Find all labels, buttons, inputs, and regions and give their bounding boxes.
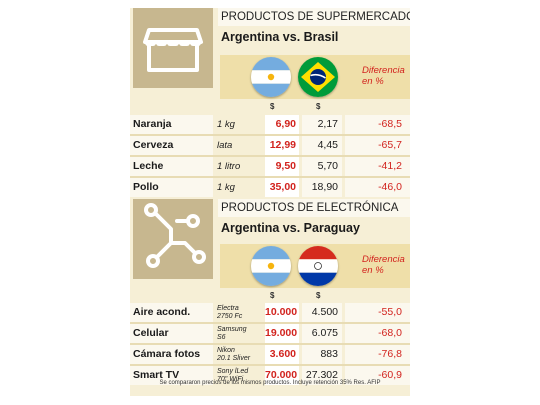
argentina-flag-icon <box>251 57 291 97</box>
price-argentina: 9,50 <box>265 157 299 176</box>
difference-value: -41,2 <box>345 157 410 176</box>
row-divider <box>130 364 410 366</box>
product-name: Naranja <box>130 115 213 134</box>
difference-header: Diferencia en % <box>362 65 410 87</box>
table-row: Pollo 1 kg 35,00 18,90 -46,0 <box>130 178 410 197</box>
product-model: Nikon 20.1 Sliver <box>213 345 265 364</box>
product-name: Cerveza <box>130 136 213 155</box>
section-title: PRODUCTOS DE ELECTRÓNICA <box>218 199 410 217</box>
product-model: Samsung S6 <box>213 324 265 343</box>
section-subtitle: Argentina vs. Paraguay <box>221 221 360 235</box>
electronics-section: PRODUCTOS DE ELECTRÓNICA Argentina vs. P… <box>130 199 410 385</box>
row-divider <box>130 134 410 136</box>
row-divider <box>130 176 410 178</box>
circuit-icon <box>133 199 213 279</box>
table-row: Aire acond. Electra 2750 Fc 10.000 4.500… <box>130 303 410 322</box>
difference-value: -68,0 <box>345 324 410 343</box>
table-row: Leche 1 litro 9,50 5,70 -41,2 <box>130 157 410 176</box>
difference-value: -55,0 <box>345 303 410 322</box>
price-other: 18,90 <box>302 178 342 197</box>
row-divider <box>130 155 410 157</box>
price-other: 4.500 <box>302 303 342 322</box>
footnote: Se compararon precios de los mismos prod… <box>159 380 381 386</box>
difference-value: -65,7 <box>345 136 410 155</box>
model-line1: Electra <box>217 305 239 312</box>
model-line2: S6 <box>217 334 226 341</box>
model-line2: 70" WiFi <box>217 376 244 383</box>
product-name: Leche <box>130 157 213 176</box>
price-argentina: 3.600 <box>265 345 299 364</box>
difference-header-line2: en % <box>362 265 384 276</box>
section-subtitle: Argentina vs. Brasil <box>221 30 339 44</box>
table-row: Smart TV Sony lLed 70" WiFi 70.000 27.30… <box>130 366 410 385</box>
product-name: Smart TV <box>130 366 213 385</box>
table-row: Celular Samsung S6 19.000 6.075 -68,0 <box>130 324 410 343</box>
difference-header-line2: en % <box>362 76 384 87</box>
price-other: 27.302 <box>302 366 342 385</box>
model-line2: 20.1 Sliver <box>217 355 251 362</box>
currency-argentina: $ <box>270 102 275 111</box>
product-unit: 1 kg <box>217 119 235 130</box>
price-other: 4,45 <box>302 136 342 155</box>
product-name: Celular <box>130 324 213 343</box>
price-other: 883 <box>302 345 342 364</box>
product-name: Cámara fotos <box>130 345 213 364</box>
supermarket-section: PRODUCTOS DE SUPERMERCADO Argentina vs. … <box>130 8 410 197</box>
price-other: 6.075 <box>302 324 342 343</box>
price-argentina: 35,00 <box>265 178 299 197</box>
argentina-flag-icon <box>251 246 291 286</box>
infographic-card: PRODUCTOS DE SUPERMERCADO Argentina vs. … <box>130 8 410 396</box>
product-name: Pollo <box>130 178 213 197</box>
product-unit: 1 litro <box>217 161 241 172</box>
difference-value: -46,0 <box>345 178 410 197</box>
price-other: 5,70 <box>302 157 342 176</box>
table-row: Cámara fotos Nikon 20.1 Sliver 3.600 883… <box>130 345 410 364</box>
model-line1: Nikon <box>217 347 235 354</box>
model-line2: 2750 Fc <box>217 313 243 320</box>
product-model: Electra 2750 Fc <box>213 303 265 322</box>
table-row: Naranja 1 kg 6,90 2,17 -68,5 <box>130 115 410 134</box>
product-model: Sony lLed 70" WiFi <box>213 366 265 385</box>
difference-value: -68,5 <box>345 115 410 134</box>
price-argentina: 10.000 <box>265 303 299 322</box>
model-line1: Sony lLed <box>217 368 249 375</box>
paraguay-flag-icon <box>298 246 338 286</box>
table-row: Cerveza lata 12,99 4,45 -65,7 <box>130 136 410 155</box>
row-divider <box>130 322 410 324</box>
price-argentina: 19.000 <box>265 324 299 343</box>
price-other: 2,17 <box>302 115 342 134</box>
price-argentina: 6,90 <box>265 115 299 134</box>
price-argentina: 70.000 <box>265 366 299 385</box>
currency-other: $ <box>316 291 321 300</box>
product-name: Aire acond. <box>130 303 213 322</box>
difference-header: Diferencia en % <box>362 254 410 276</box>
model-line1: Samsung <box>217 326 247 333</box>
storefront-icon <box>133 8 213 88</box>
difference-value: -76,8 <box>345 345 410 364</box>
section-title: PRODUCTOS DE SUPERMERCADO <box>218 8 410 26</box>
product-unit: lata <box>217 140 233 151</box>
difference-value: -60,9 <box>345 366 410 385</box>
difference-header-line1: Diferencia <box>362 254 405 265</box>
product-unit: 1 kg <box>217 182 235 193</box>
currency-other: $ <box>316 102 321 111</box>
row-divider <box>130 343 410 345</box>
difference-header-line1: Diferencia <box>362 65 405 76</box>
currency-argentina: $ <box>270 291 275 300</box>
price-argentina: 12,99 <box>265 136 299 155</box>
brazil-flag-icon <box>298 57 338 97</box>
